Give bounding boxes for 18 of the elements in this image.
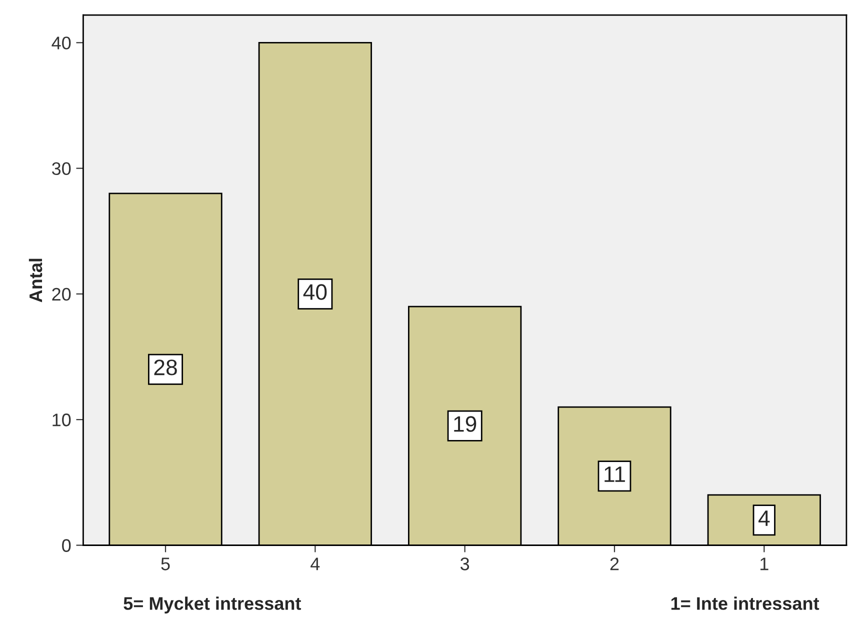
y-tick-label: 0 (62, 539, 71, 552)
x-tick-label: 5 (161, 558, 170, 570)
data-label: 28 (154, 360, 177, 376)
data-label: 4 (758, 510, 770, 526)
data-label: 19 (454, 416, 476, 432)
x-tick-label: 3 (460, 558, 470, 570)
x-tick-label: 4 (310, 558, 320, 570)
y-tick-label: 10 (52, 414, 71, 426)
x-tick-label: 2 (610, 558, 619, 570)
x-tick-label: 1 (760, 558, 768, 570)
text: 5= Mycket intressant (124, 596, 302, 614)
data-label: 40 (303, 284, 327, 300)
data-label: 11 (604, 466, 625, 482)
y-tick-label: 40 (52, 36, 71, 50)
y-axis-title: Antal (28, 258, 42, 302)
y-tick-label: 30 (52, 162, 71, 176)
y-tick-label: 20 (52, 288, 71, 301)
text: 1= Inte intressant (671, 596, 820, 610)
